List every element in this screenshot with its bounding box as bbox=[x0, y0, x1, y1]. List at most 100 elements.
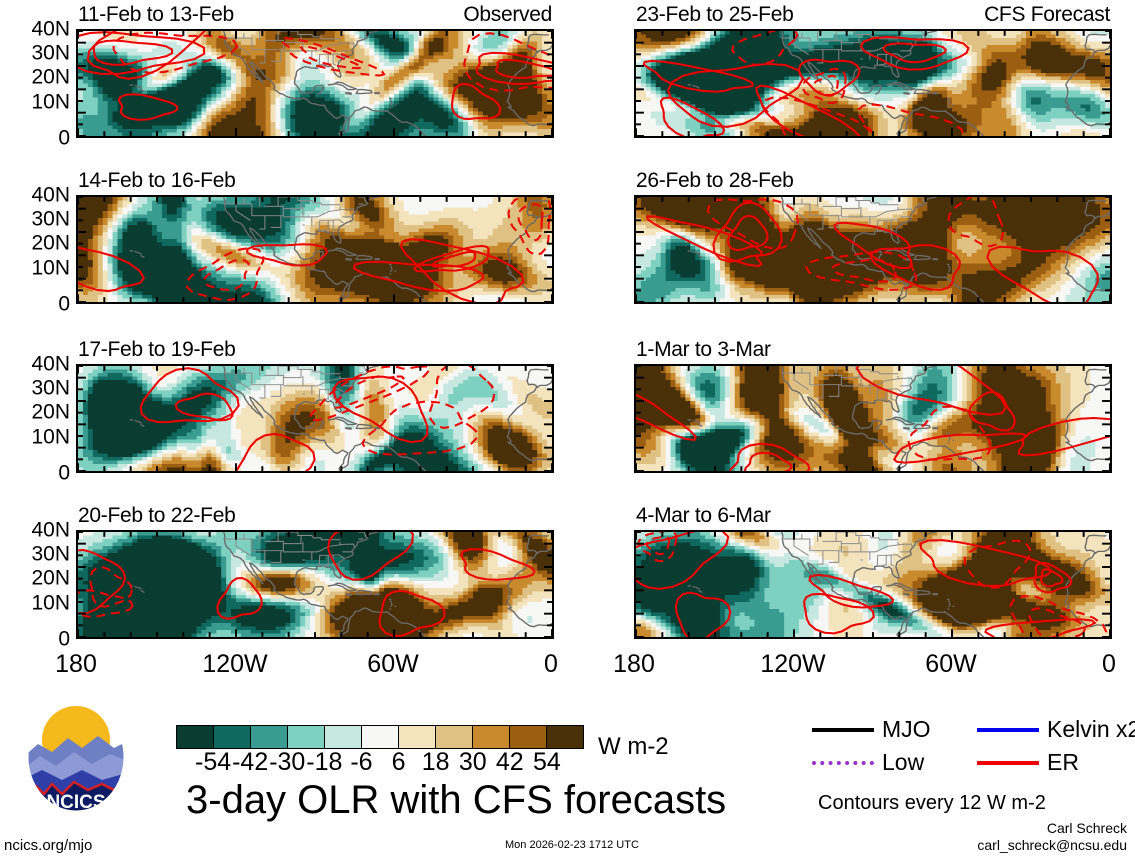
state-borders bbox=[781, 197, 925, 232]
axis-ticks bbox=[78, 532, 552, 637]
colorbar-swatch bbox=[177, 726, 214, 748]
state-borders bbox=[223, 532, 367, 567]
y-tick-label: 20N bbox=[31, 402, 70, 423]
y-tick-label: 20N bbox=[31, 568, 70, 589]
axis-ticks bbox=[636, 31, 1110, 136]
y-tick-label: 40N bbox=[31, 185, 70, 206]
colorbar-swatch bbox=[214, 726, 251, 748]
map-panel: 20-Feb to 22-Feb bbox=[76, 505, 554, 639]
map-panel: 14-Feb to 16-Feb bbox=[76, 170, 554, 304]
legend-label: Kelvin x2 bbox=[1047, 716, 1135, 742]
legend-line-swatch bbox=[812, 728, 874, 732]
er-wave-contours bbox=[78, 532, 536, 637]
colorbar-swatch bbox=[362, 726, 399, 748]
author-name: Carl Schreck bbox=[977, 820, 1127, 837]
panel-frame bbox=[634, 195, 1112, 304]
y-axis-labels-row2: 40N 30N 20N 10N 0 bbox=[0, 185, 70, 315]
colorbar-tick-label: 42 bbox=[496, 750, 524, 775]
coastlines bbox=[129, 31, 552, 136]
panel-frame bbox=[634, 530, 1112, 639]
panel-title: 1-Mar to 3-Mar bbox=[636, 339, 771, 360]
y-tick-label: 30N bbox=[31, 378, 70, 399]
colorbar-tick-label: -42 bbox=[232, 750, 268, 775]
x-tick-label: 60W bbox=[925, 652, 976, 677]
coastlines bbox=[129, 366, 552, 471]
y-tick-label: 10N bbox=[31, 426, 70, 447]
olr-shading bbox=[78, 532, 552, 637]
er-wave-contours bbox=[78, 197, 552, 302]
y-tick-label: 0 bbox=[58, 463, 70, 484]
y-tick-label: 30N bbox=[31, 43, 70, 64]
panel-title: 4-Mar to 6-Mar bbox=[636, 505, 771, 526]
map-panel: 26-Feb to 28-Feb bbox=[634, 170, 1112, 304]
er-wave-contours bbox=[636, 366, 1110, 471]
panel-frame bbox=[76, 195, 554, 304]
y-tick-label: 40N bbox=[31, 19, 70, 40]
colorbar-tick-label: 54 bbox=[533, 750, 561, 775]
panel-title: 14-Feb to 16-Feb bbox=[78, 170, 236, 191]
state-borders bbox=[781, 366, 925, 401]
panel-title: 26-Feb to 28-Feb bbox=[636, 170, 794, 191]
olr-shading bbox=[78, 366, 552, 471]
column-header: Observed bbox=[463, 4, 552, 25]
colorbar-tick-label: 30 bbox=[459, 750, 487, 775]
y-axis-labels-row1: 40N 30N 20N 10N 0 bbox=[0, 19, 70, 149]
panel-frame bbox=[76, 364, 554, 473]
y-tick-label: 30N bbox=[31, 209, 70, 230]
column-header: CFS Forecast bbox=[984, 4, 1110, 25]
axis-ticks bbox=[636, 197, 1110, 302]
panel-title: 23-Feb to 25-Feb bbox=[636, 4, 794, 25]
er-wave-contours bbox=[642, 31, 970, 136]
state-borders bbox=[223, 197, 367, 232]
y-tick-label: 40N bbox=[31, 354, 70, 375]
olr-shading bbox=[78, 197, 552, 302]
map-panel: 4-Mar to 6-Mar bbox=[634, 505, 1112, 639]
coastlines bbox=[687, 197, 1110, 302]
legend-line-swatch bbox=[812, 761, 874, 765]
legend-label: MJO bbox=[882, 716, 931, 742]
colorbar-tick-label: 18 bbox=[422, 750, 450, 775]
colorbar-unit-label: W m-2 bbox=[598, 735, 669, 759]
olr-shading bbox=[78, 31, 552, 136]
colorbar-tick-label: -6 bbox=[350, 750, 372, 775]
x-tick-label: 180 bbox=[613, 652, 655, 677]
contour-interval-note: Contours every 12 W m-2 bbox=[818, 793, 1046, 813]
panel-title: 17-Feb to 19-Feb bbox=[78, 339, 236, 360]
colorbar-swatch bbox=[251, 726, 288, 748]
colorbar-swatch bbox=[547, 726, 583, 748]
y-tick-label: 30N bbox=[31, 544, 70, 565]
colorbar-swatch bbox=[288, 726, 325, 748]
state-borders bbox=[781, 532, 925, 567]
x-tick-label: 60W bbox=[367, 652, 418, 677]
state-borders bbox=[223, 31, 367, 66]
colorbar-swatch bbox=[473, 726, 510, 748]
author-email[interactable]: carl_schreck@ncsu.edu bbox=[977, 837, 1127, 854]
author-credit: Carl Schreck carl_schreck@ncsu.edu bbox=[977, 820, 1127, 854]
panel-grid: 40N 30N 20N 10N 0 40N 30N 20N 10N 0 40N … bbox=[0, 4, 1115, 677]
legend-line-swatch bbox=[977, 761, 1039, 765]
olr-shading bbox=[636, 197, 1110, 302]
olr-shading bbox=[636, 532, 1110, 637]
logo-text: NCICS bbox=[46, 792, 105, 813]
wave-legend: MJO Kelvin x2 Low ER bbox=[812, 716, 1135, 778]
colorbar-tick-label: -18 bbox=[306, 750, 342, 775]
colorbar-tick-label: 6 bbox=[392, 750, 406, 775]
colorbar-tick-labels: -54 -42 -30 -18 -6 6 18 30 42 54 bbox=[176, 750, 584, 776]
colorbar-swatch bbox=[325, 726, 362, 748]
ncics-logo[interactable]: NCICS bbox=[22, 700, 130, 820]
y-tick-label: 0 bbox=[58, 294, 70, 315]
er-wave-contours bbox=[636, 532, 1108, 637]
x-tick-label: 180 bbox=[55, 652, 97, 677]
coastlines bbox=[129, 532, 552, 637]
y-tick-label: 10N bbox=[31, 257, 70, 278]
x-tick-label: 120W bbox=[202, 652, 267, 677]
er-wave-contours bbox=[139, 366, 496, 471]
x-tick-label: 0 bbox=[544, 652, 558, 677]
panel-frame bbox=[76, 530, 554, 639]
y-tick-label: 10N bbox=[31, 91, 70, 112]
y-tick-label: 0 bbox=[58, 128, 70, 149]
axis-ticks bbox=[78, 197, 552, 302]
site-url[interactable]: ncics.org/mjo bbox=[4, 838, 92, 853]
x-tick-label: 120W bbox=[760, 652, 825, 677]
legend-line-swatch bbox=[977, 728, 1039, 732]
